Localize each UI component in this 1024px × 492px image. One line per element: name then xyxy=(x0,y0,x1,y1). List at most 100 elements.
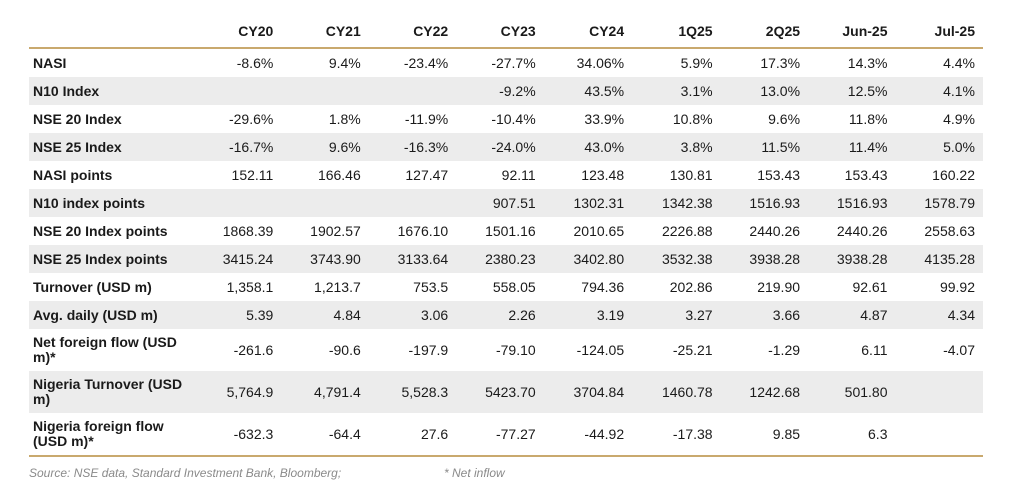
table-cell: 1342.38 xyxy=(632,189,721,217)
table-cell: 1302.31 xyxy=(543,189,633,217)
row-label: N10 index points xyxy=(29,189,194,217)
table-cell: 99.92 xyxy=(939,279,975,295)
table-cell: 4.1% xyxy=(895,77,983,105)
table-row: Avg. daily (USD m) 5.39 4.84 3.06 2.26 3.19 3.… xyxy=(29,301,983,329)
table-cell xyxy=(281,189,369,217)
table-cell: 1676.10 xyxy=(397,223,449,239)
table-cell: 123.48 xyxy=(581,167,625,183)
table-cell: 14.3% xyxy=(847,55,888,71)
table-cell: 5.9% xyxy=(680,55,713,71)
column-header: CY20 xyxy=(193,12,282,49)
table-cell: 127.47 xyxy=(405,167,449,183)
table-cell: 2558.63 xyxy=(924,223,975,239)
table-cell: -197.9 xyxy=(408,342,449,358)
table-cell xyxy=(193,189,282,217)
table-cell: 152.11 xyxy=(231,167,274,183)
table-cell: 3938.28 xyxy=(808,245,896,273)
header-row: CY20 CY21 CY22 CY23 CY24 1Q25 2Q25 Jun-2… xyxy=(29,12,983,49)
table-cell: 1501.16 xyxy=(485,223,536,239)
row-label: Net foreign flow (USD m)* xyxy=(33,334,177,365)
table-cell: 3.66 xyxy=(720,301,809,329)
table-cell: -24.0% xyxy=(456,133,544,161)
table-cell: 1,213.7 xyxy=(314,279,361,295)
table-cell: 501.80 xyxy=(808,371,896,413)
table-cell: 153.43 xyxy=(844,167,888,183)
table-cell xyxy=(281,77,369,105)
row-label: NSE 20 Index points xyxy=(33,222,168,239)
row-label: NSE 25 Index points xyxy=(29,245,194,273)
table-cell: 12.5% xyxy=(808,77,896,105)
table-cell: -16.7% xyxy=(193,133,282,161)
table-cell: 166.46 xyxy=(317,167,361,183)
table-cell: 92.61 xyxy=(852,279,888,295)
table-cell: -77.27 xyxy=(456,413,544,457)
table-cell: -10.4% xyxy=(491,111,536,127)
market-statistics-table: CY20 CY21 CY22 CY23 CY24 1Q25 2Q25 Jun-2… xyxy=(29,12,983,457)
table-row: N10 Index -9.2% 43.5% 3.1% 13.0% 12.5% 4.1% xyxy=(29,77,983,105)
table-cell: 3133.64 xyxy=(368,245,457,273)
table-cell: 17.3% xyxy=(760,55,801,71)
table-cell: 6.3 xyxy=(808,413,896,457)
table-cell: 5.39 xyxy=(193,301,282,329)
table-cell: 2440.26 xyxy=(749,223,801,239)
table-row: NASI -8.6% 9.4% -23.4% -27.7% 34.06% 5.9% 17.3%… xyxy=(29,48,983,77)
header-blank xyxy=(29,12,194,49)
table-cell: -632.3 xyxy=(193,413,282,457)
table-cell: 5,764.9 xyxy=(193,371,282,413)
table-row: NSE 20 Index -29.6% 1.8% -11.9% -10.4% 33.9% 1… xyxy=(29,105,983,133)
column-header: Jul-25 xyxy=(895,12,983,49)
table-cell: 11.8% xyxy=(848,111,888,127)
table-row: Net foreign flow (USD m)* -261.6 -90.6 -197… xyxy=(29,329,983,371)
table-cell: 1.8% xyxy=(328,111,361,127)
table-cell: 43.5% xyxy=(543,77,633,105)
table-cell: 4.87 xyxy=(808,301,896,329)
table-cell xyxy=(895,371,983,413)
table-cell: 1,358.1 xyxy=(226,279,274,295)
table-cell xyxy=(193,77,282,105)
table-row: NSE 25 Index -16.7% 9.6% -16.3% -24.0% 43.0% 3… xyxy=(29,133,983,161)
table-cell: 1242.68 xyxy=(720,371,809,413)
table-cell: 3532.38 xyxy=(632,245,721,273)
table-cell: 153.43 xyxy=(757,167,801,183)
row-label: Turnover (USD m) xyxy=(33,278,152,295)
table-cell: 43.0% xyxy=(543,133,633,161)
column-header: CY23 xyxy=(456,12,544,49)
table-cell: 2380.23 xyxy=(456,245,544,273)
table-cell: 9.4% xyxy=(328,55,361,71)
table-cell: -11.9% xyxy=(404,111,449,127)
table-row: Turnover (USD m) 1,358.1 1,213.7 753.5 558.0… xyxy=(29,273,983,301)
table-cell: 907.51 xyxy=(456,189,544,217)
table-cell: 3.19 xyxy=(543,301,633,329)
table-cell: 160.22 xyxy=(932,167,975,183)
table-cell: 1868.39 xyxy=(222,223,274,239)
table-row: NSE 25 Index points 3415.24 3743.90 3133.64… xyxy=(29,245,983,273)
net-inflow-footnote: * Net inflow xyxy=(444,466,505,480)
table-cell xyxy=(368,77,457,105)
table-cell: 4.34 xyxy=(895,301,983,329)
table-cell: 13.0% xyxy=(720,77,809,105)
source-footnote: Source: NSE data, Standard Investment Ba… xyxy=(29,466,342,480)
table-cell: 1516.93 xyxy=(808,189,896,217)
table-cell: 202.86 xyxy=(669,279,713,295)
table-cell: 2226.88 xyxy=(661,223,713,239)
table-cell: 5,528.3 xyxy=(368,371,457,413)
table-cell: 9.6% xyxy=(281,133,369,161)
table-cell: -27.7% xyxy=(491,55,536,71)
table-cell: 4,791.4 xyxy=(281,371,369,413)
table-cell: 753.5 xyxy=(413,279,449,295)
table-cell: 1460.78 xyxy=(632,371,721,413)
table-cell: -124.05 xyxy=(576,342,625,358)
table-cell: -9.2% xyxy=(456,77,544,105)
column-header: CY22 xyxy=(368,12,457,49)
row-label: NASI points xyxy=(33,166,113,183)
table-cell: 10.8% xyxy=(672,111,713,127)
table-cell: 6.11 xyxy=(861,342,888,358)
table-cell: 11.4% xyxy=(808,133,896,161)
table-cell: 1516.93 xyxy=(720,189,809,217)
table-cell: 219.90 xyxy=(757,279,801,295)
table-cell: -23.4% xyxy=(403,55,449,71)
table-cell: 27.6 xyxy=(368,413,457,457)
table-cell: 3402.80 xyxy=(543,245,633,273)
table-row: NSE 20 Index points 1868.39 1902.57 1676.10… xyxy=(29,217,983,245)
row-label: NSE 20 Index xyxy=(33,110,122,127)
